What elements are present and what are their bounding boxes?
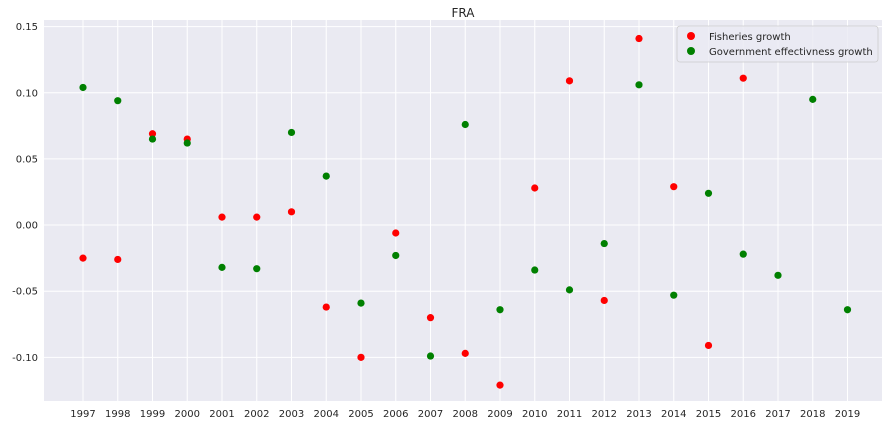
x-tick-label: 2000 bbox=[175, 409, 200, 420]
legend: Fisheries growth Government effectivness… bbox=[676, 25, 879, 63]
y-tick-label: 0.15 bbox=[16, 22, 38, 33]
point-government-1997 bbox=[79, 83, 87, 92]
x-tick-label: 2008 bbox=[453, 409, 478, 420]
point-fisheries-1997 bbox=[79, 254, 87, 262]
y-tick-label: 0.10 bbox=[16, 88, 38, 99]
point-government-2018 bbox=[809, 95, 817, 103]
x-tick-label: 2005 bbox=[348, 409, 373, 420]
chart-title: FRA bbox=[452, 6, 476, 20]
point-government-2014 bbox=[670, 291, 678, 299]
point-government-2009 bbox=[496, 306, 504, 314]
x-tick-label: 2007 bbox=[418, 409, 443, 420]
point-fisheries-2009 bbox=[496, 381, 504, 389]
point-government-2012 bbox=[600, 239, 608, 248]
point-fisheries-1998 bbox=[114, 255, 122, 264]
point-government-2016 bbox=[739, 250, 747, 258]
point-government-2011 bbox=[565, 286, 574, 294]
x-tick-label: 2006 bbox=[383, 409, 408, 420]
x-tick-label: 2011 bbox=[557, 409, 582, 420]
x-tick-label: 2019 bbox=[835, 409, 860, 420]
point-government-2017 bbox=[774, 271, 782, 279]
x-tick-label: 1997 bbox=[70, 409, 95, 420]
y-axis-ticks: 0.15 0.10 0.05 0.00 -0.05 -0.10 bbox=[12, 22, 38, 364]
legend-marker-fisheries bbox=[687, 32, 695, 40]
legend-label-government: Government effectivness growth bbox=[709, 47, 873, 58]
x-tick-label: 1998 bbox=[105, 409, 130, 420]
point-government-2006 bbox=[392, 251, 400, 260]
x-tick-label: 2014 bbox=[661, 409, 686, 420]
point-fisheries-2004 bbox=[322, 303, 330, 311]
point-government-2003 bbox=[287, 128, 296, 137]
x-tick-label: 2003 bbox=[279, 409, 304, 420]
point-fisheries-2007 bbox=[426, 314, 435, 322]
point-government-2013 bbox=[635, 81, 643, 89]
y-tick-label: 0.00 bbox=[16, 221, 38, 232]
x-tick-label: 2018 bbox=[800, 409, 825, 420]
legend-marker-government bbox=[687, 47, 695, 55]
x-tick-label: 2017 bbox=[765, 409, 790, 420]
x-tick-label: 1999 bbox=[140, 409, 165, 420]
point-government-1999 bbox=[148, 135, 157, 143]
point-fisheries-2015 bbox=[704, 341, 713, 350]
data-points bbox=[79, 34, 852, 389]
point-government-2000 bbox=[183, 139, 191, 147]
plot-area bbox=[44, 20, 882, 401]
point-government-2004 bbox=[322, 172, 330, 180]
point-government-2008 bbox=[461, 120, 469, 129]
point-government-2019 bbox=[843, 306, 852, 314]
point-government-2007 bbox=[426, 352, 435, 360]
x-tick-label: 2002 bbox=[244, 409, 269, 420]
x-tick-label: 2009 bbox=[487, 409, 512, 420]
point-fisheries-2012 bbox=[600, 296, 608, 305]
legend-label-fisheries: Fisheries growth bbox=[709, 32, 791, 43]
y-tick-label: -0.10 bbox=[12, 353, 38, 364]
y-tick-label: -0.05 bbox=[12, 287, 38, 298]
legend-box bbox=[676, 25, 879, 63]
x-tick-label: 2012 bbox=[592, 409, 617, 420]
point-fisheries-2016 bbox=[739, 74, 747, 82]
point-fisheries-2013 bbox=[635, 34, 643, 43]
point-fisheries-1999 bbox=[148, 130, 157, 138]
x-tick-label: 2016 bbox=[731, 409, 756, 420]
x-tick-label: 2001 bbox=[209, 409, 234, 420]
y-tick-label: 0.05 bbox=[16, 154, 38, 165]
point-fisheries-2006 bbox=[392, 229, 400, 237]
point-government-1998 bbox=[114, 97, 122, 105]
x-tick-label: 2015 bbox=[696, 409, 721, 420]
x-axis-ticks: 1997 1998 1999 2000 2001 2002 2003 2004 2005 2006… bbox=[70, 409, 860, 420]
x-tick-label: 2013 bbox=[626, 409, 651, 420]
point-fisheries-2011 bbox=[565, 77, 574, 85]
point-fisheries-2002 bbox=[253, 213, 261, 221]
point-government-2005 bbox=[357, 299, 365, 307]
point-fisheries-2001 bbox=[218, 213, 226, 221]
point-fisheries-2003 bbox=[287, 208, 296, 216]
point-government-2001 bbox=[218, 263, 226, 271]
point-fisheries-2008 bbox=[461, 349, 469, 357]
x-tick-label: 2010 bbox=[522, 409, 547, 420]
point-government-2015 bbox=[704, 189, 713, 197]
point-government-2010 bbox=[531, 266, 539, 274]
x-tick-label: 2004 bbox=[314, 409, 339, 420]
point-government-2002 bbox=[253, 265, 261, 273]
point-fisheries-2014 bbox=[670, 183, 678, 191]
point-fisheries-2005 bbox=[357, 353, 365, 361]
point-fisheries-2010 bbox=[531, 184, 539, 192]
